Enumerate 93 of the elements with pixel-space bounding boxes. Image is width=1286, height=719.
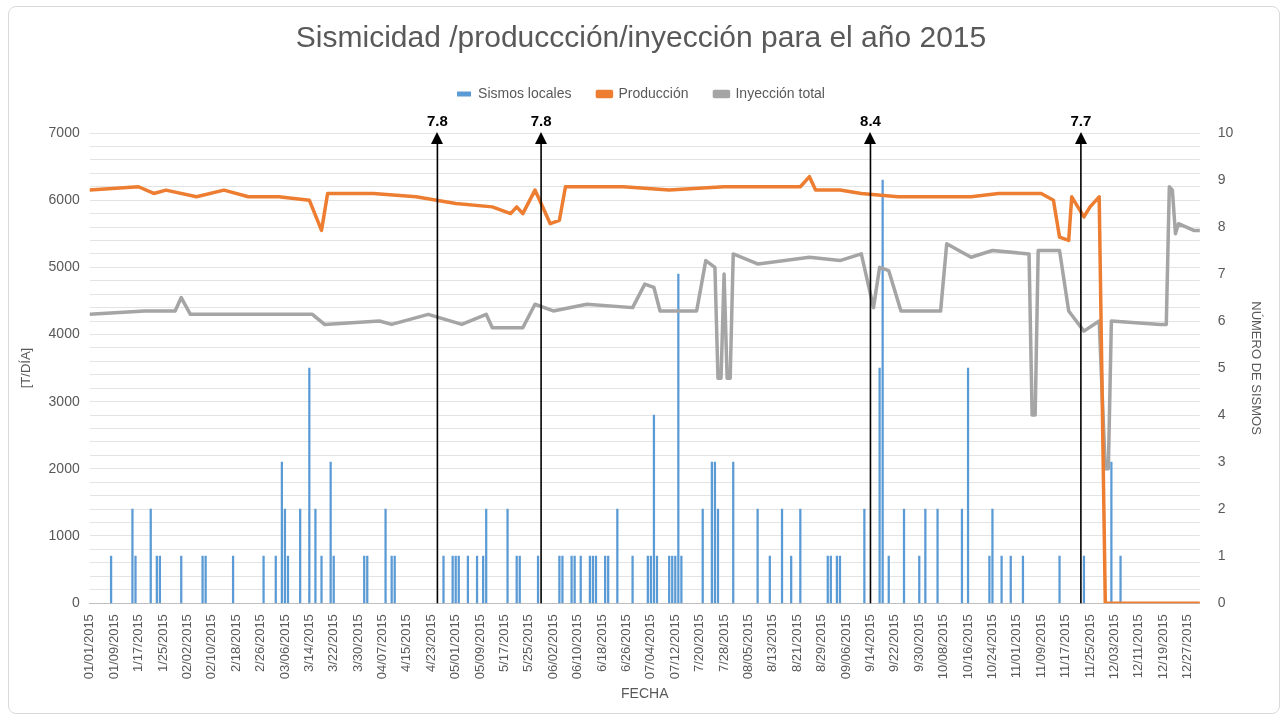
x-tick-label: 6/18/2015	[593, 614, 609, 672]
x-axis-title: FECHA	[621, 685, 670, 702]
x-tick-label: 4/15/2015	[398, 614, 414, 672]
x-tick-label: 8/21/2015	[788, 614, 804, 672]
y-tick-label: 1000	[48, 526, 80, 543]
bar	[631, 555, 634, 604]
y-tick-label: 7000	[48, 123, 80, 140]
x-tick-label: 10/24/2015	[984, 614, 1000, 680]
x-tick-label: 05/09/2015	[471, 614, 487, 680]
ref-line-label: 8.4	[860, 111, 882, 129]
x-tick-label: 6/26/2015	[618, 614, 634, 672]
x-tick-label: 2/18/2015	[227, 614, 243, 672]
x-tick-label: 11/01/2015	[1008, 614, 1024, 679]
y2-tick-label: 1	[1217, 546, 1226, 563]
bar	[131, 508, 134, 604]
x-tick-label: 11/25/2015	[1081, 614, 1097, 679]
legend-label: Inyección total	[735, 84, 825, 101]
bar	[442, 555, 445, 604]
y2-tick-label: 10	[1217, 123, 1234, 140]
y-tick-label: 2000	[48, 459, 80, 476]
y2-axis-title: NÚMERO DE SISMOS	[1248, 301, 1264, 436]
y-axis-title: [T/DÍA]	[18, 347, 34, 389]
legend-label: Producción	[618, 84, 689, 101]
x-tick-label: 04/07/2015	[374, 614, 390, 680]
bar	[756, 508, 759, 604]
x-tick-label: 01/01/2015	[81, 614, 97, 680]
x-tick-label: 3/30/2015	[349, 614, 365, 672]
x-tick-label: 12/11/2015	[1130, 614, 1146, 679]
x-tick-label: 3/22/2015	[325, 614, 341, 672]
x-tick-label: 7/20/2015	[691, 614, 707, 672]
x-tick-label: 01/09/2015	[105, 614, 121, 680]
x-tick-label: 8/29/2015	[813, 614, 829, 672]
y2-tick-label: 4	[1217, 405, 1226, 422]
x-tick-label: 08/05/2015	[740, 614, 756, 680]
x-tick-label: 7/28/2015	[715, 614, 731, 672]
bar	[1110, 461, 1113, 604]
x-tick-label: 09/06/2015	[837, 614, 853, 680]
x-tick-label: 4/23/2015	[422, 614, 438, 672]
bar	[1000, 555, 1003, 604]
y-tick-label: 5000	[48, 258, 80, 275]
y2-tick-label: 8	[1217, 217, 1226, 234]
bar	[558, 555, 561, 604]
x-tick-label: 02/02/2015	[178, 614, 194, 680]
bar	[262, 555, 265, 604]
x-tick-label: 03/06/2015	[276, 614, 292, 680]
x-tick-label: 9/30/2015	[910, 614, 926, 672]
x-tick-label: 05/01/2015	[447, 614, 463, 680]
bar	[314, 508, 317, 604]
x-tick-label: 02/10/2015	[203, 614, 219, 680]
bar	[936, 508, 939, 604]
y2-tick-label: 9	[1217, 170, 1226, 187]
bar	[991, 508, 994, 604]
ref-line-label: 7.8	[426, 111, 448, 129]
chart-title: Sismicidad /produccción/inyección para el año 2015	[295, 20, 987, 54]
x-tick-label: 8/13/2015	[764, 614, 780, 672]
y2-tick-label: 6	[1217, 311, 1226, 328]
bar	[320, 555, 323, 604]
x-tick-label: 07/12/2015	[666, 614, 682, 680]
y-tick-label: 3000	[48, 392, 80, 409]
x-tick-label: 9/22/2015	[886, 614, 902, 672]
x-tick-label: 12/19/2015	[1154, 614, 1170, 680]
y2-tick-label: 5	[1217, 358, 1226, 375]
x-tick-label: 5/17/2015	[496, 614, 512, 672]
bar	[1119, 555, 1122, 604]
x-tick-label: 1/25/2015	[154, 614, 170, 672]
bar	[506, 508, 509, 604]
x-tick-label: 06/10/2015	[569, 614, 585, 680]
x-tick-label: 5/25/2015	[520, 614, 536, 672]
y2-tick-label: 3	[1217, 452, 1226, 469]
x-tick-label: 12/27/2015	[1179, 614, 1195, 680]
legend-label: Sismos locales	[478, 84, 572, 101]
x-tick-label: 2/26/2015	[252, 614, 268, 672]
y-tick-label: 6000	[48, 191, 80, 208]
x-tick-label: 11/09/2015	[1032, 614, 1048, 679]
bar	[1058, 555, 1061, 604]
x-tick-label: 3/14/2015	[300, 614, 316, 672]
y-tick-label: 0	[71, 594, 80, 610]
bar	[561, 555, 564, 604]
ref-line-label: 7.7	[1070, 111, 1092, 129]
y2-tick-label: 7	[1217, 264, 1226, 281]
x-tick-label: 07/04/2015	[642, 614, 658, 680]
x-tick-label: 06/02/2015	[544, 614, 560, 680]
x-tick-label: 11/17/2015	[1057, 614, 1073, 679]
y2-tick-label: 0	[1217, 594, 1226, 610]
y-tick-label: 4000	[48, 325, 80, 342]
x-tick-label: 10/08/2015	[935, 614, 951, 680]
x-tick-label: 9/14/2015	[862, 614, 878, 672]
x-tick-label: 12/03/2015	[1106, 614, 1122, 680]
y2-tick-label: 2	[1217, 499, 1226, 516]
bar	[384, 508, 387, 604]
x-tick-label: 1/17/2015	[130, 614, 146, 672]
x-tick-label: 10/16/2015	[959, 614, 975, 680]
ref-line-label: 7.8	[530, 111, 552, 129]
